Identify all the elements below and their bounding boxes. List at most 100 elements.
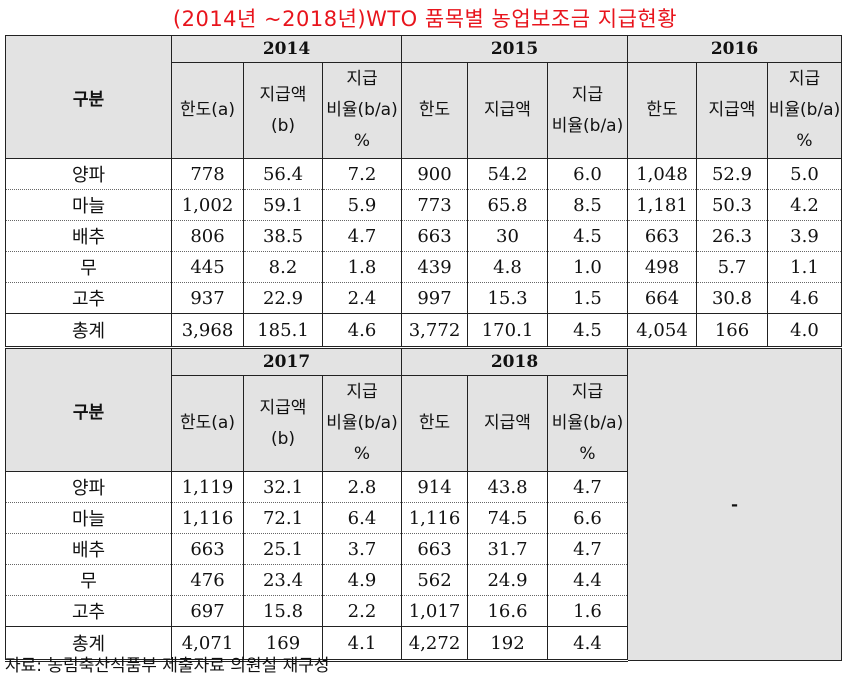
table-row: 양파 1,119 32.1 2.8 914 43.8 4.7 [5,471,842,503]
year-header: 2018 [401,347,628,376]
table-row: 무 445 8.2 1.8 439 4.8 1.0 498 5.7 1.1 [5,251,842,283]
value-cell: 445 [171,251,244,283]
column-header-line: 비율(b/a) [326,100,398,120]
table-row: 고추 937 22.9 2.4 997 15.3 1.5 664 30.8 4.6 [5,282,842,314]
value-cell: 3.9 [767,220,842,252]
row-label: 고추 [5,595,172,627]
column-header-line: % [353,131,371,151]
column-header: 지급액 (b) [243,62,323,159]
value-cell: 5.9 [322,189,402,221]
value-cell: 1,017 [401,595,468,627]
value-cell: 1.5 [547,282,628,314]
column-header: 지급액 (b) [243,375,323,472]
value-cell: 26.3 [696,220,768,252]
total-value: 4,071 [171,626,244,662]
value-cell: 663 [627,220,697,252]
total-value: 4.6 [322,313,402,349]
column-header-line: 지급액 [484,413,531,433]
total-value: 4.1 [322,626,402,662]
total-value: 4,272 [401,626,468,662]
table-row: 마늘 1,116 72.1 6.4 1,116 74.5 6.6 [5,502,842,534]
column-header-line: 지급액 [259,397,307,418]
row-label: 무 [5,564,172,596]
value-cell: 2.8 [322,471,402,503]
value-cell: 32.1 [243,471,323,503]
value-cell: 72.1 [243,502,323,534]
value-cell: 997 [401,282,468,314]
column-header: 지급액 [696,62,768,159]
total-value: 4.5 [547,313,628,349]
table-row: 마늘 1,002 59.1 5.9 773 65.8 8.5 1,181 50.3 4.2 [5,189,842,221]
value-cell: 5.0 [767,158,842,190]
year-header: 2015 [401,35,628,63]
column-header-line: (b) [270,115,296,136]
value-cell: 4.7 [547,471,628,503]
value-cell: 8.2 [243,251,323,283]
header-label: 구분 [5,347,172,472]
value-cell: 6.0 [547,158,628,190]
value-cell: 806 [171,220,244,252]
value-cell: 4.5 [547,220,628,252]
row-label: 배추 [5,220,172,252]
column-header: 한도(a) [171,375,244,472]
value-cell: 562 [401,564,468,596]
column-header-line: % [579,444,596,464]
column-header: 한도 [401,375,468,472]
value-cell: 50.3 [696,189,768,221]
value-cell: 22.9 [243,282,323,314]
column-header: 한도(a) [171,62,244,159]
row-label: 양파 [5,158,172,190]
value-cell: 697 [171,595,244,627]
value-cell: 1.8 [322,251,402,283]
value-cell: 4.7 [322,220,402,252]
column-header-line: 지급액 [708,100,756,120]
value-cell: 30 [467,220,548,252]
value-cell: 1,116 [401,502,468,534]
value-cell: 30.8 [696,282,768,314]
value-cell: 900 [401,158,468,190]
column-header-line: 비율(b/a) [551,115,624,136]
total-value: 169 [243,626,323,662]
row-label: 배추 [5,533,172,565]
column-header: 지급 비율(b/a)% [547,375,628,472]
column-header-line: 비율(b/a) [326,413,398,433]
total-value: 185.1 [243,313,323,349]
table-row: 고추 697 15.8 2.2 1,017 16.6 1.6 [5,595,842,627]
column-header-line: 지급 [346,69,378,89]
value-cell: 498 [627,251,697,283]
column-header: 지급액 [467,62,548,159]
row-label: 양파 [5,471,172,503]
value-cell: 476 [171,564,244,596]
value-cell: 663 [401,220,468,252]
table-row: 배추 663 25.1 3.7 663 31.7 4.7 [5,533,842,565]
value-cell: 1.6 [547,595,628,627]
value-cell: 1,181 [627,189,697,221]
value-cell: 4.8 [467,251,548,283]
value-cell: 52.9 [696,158,768,190]
source-note: 자료: 농림축산식품부 제출자료 의원실 재구성 [5,656,330,676]
total-value: 192 [467,626,548,662]
value-cell: 773 [401,189,468,221]
value-cell: 5.7 [696,251,768,283]
column-header: 지급 비율(b/a)% [322,375,402,472]
value-cell: 24.9 [467,564,548,596]
year-header: 2016 [627,35,842,63]
value-cell: 38.5 [243,220,323,252]
value-cell: 1,048 [627,158,697,190]
value-cell: 6.6 [547,502,628,534]
value-cell: 15.8 [243,595,323,627]
value-cell: 1,002 [171,189,244,221]
column-header: 한도 [401,62,468,159]
value-cell: 54.2 [467,158,548,190]
total-value: 3,968 [171,313,244,349]
column-header: 한도 [627,62,697,159]
value-cell: 914 [401,471,468,503]
table-row: 무 476 23.4 4.9 562 24.9 4.4 [5,564,842,596]
column-header-line: 지급 [571,382,604,402]
header-label: 구분 [5,35,172,159]
value-cell: 664 [627,282,697,314]
value-cell: 663 [171,533,244,565]
column-header-line: % [796,131,813,151]
empty-region: - [627,347,842,661]
